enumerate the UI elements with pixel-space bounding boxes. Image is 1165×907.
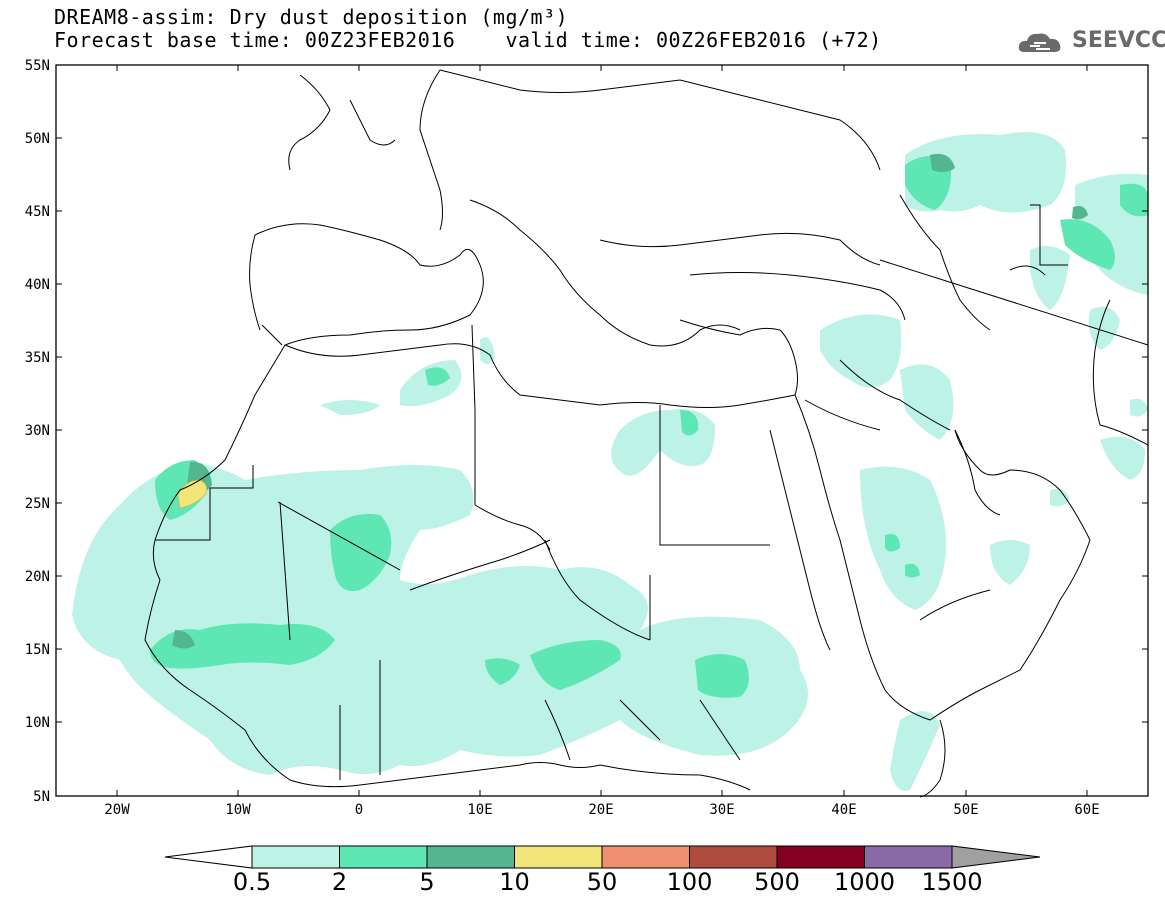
colorbar-swatch [426,845,515,869]
lon-label: 40E [831,802,856,818]
lat-label: 55N [25,58,50,74]
dust-fill-light [72,132,1148,791]
logo-text: SEEVCCC [1072,28,1165,53]
lat-label: 35N [25,350,50,366]
coastlines-and-borders [144,69,1149,798]
colorbar-swatch [514,845,603,869]
lat-label: 30N [25,423,50,439]
title-line-1: DREAM8-assim: Dry dust deposition (mg/m³… [54,5,569,29]
colorbar-tick-label: 100 [666,868,713,896]
colorbar [164,845,1041,869]
lat-label: 50N [25,131,50,147]
lon-label: 60E [1074,802,1099,818]
axis-ticks [56,64,1148,797]
lon-label: 10W [225,802,251,818]
colorbar-swatch [251,845,340,869]
lat-label: 20N [25,569,50,585]
colorbar-swatch [864,845,953,869]
colorbar-over-triangle [951,845,1041,869]
dust-fill-high [177,479,208,509]
colorbar-swatch [601,845,690,869]
colorbar-tick-label: 1500 [921,868,983,896]
title-line-2: Forecast base time: 00Z23FEB2016 valid t… [54,28,882,52]
lon-label: 20W [104,802,130,818]
colorbar-tick-label: 5 [419,868,435,896]
lon-label: 30E [709,802,734,818]
colorbar-tick-label: 10 [499,868,530,896]
lat-label: 10N [25,715,50,731]
lat-label: 25N [25,496,50,512]
cloud-logo-icon [1018,33,1061,52]
colorbar-swatch [339,845,428,869]
lon-label: 50E [953,802,978,818]
colorbar-tick-label: 50 [586,868,618,896]
longitude-labels: 20W 10W 0 10E 20E 30E 40E 50E 60E [104,802,1099,818]
lat-label: 40N [25,277,50,293]
lat-label: 15N [25,642,50,658]
lon-label: 10E [467,802,492,818]
colorbar-tick-label: 0.5 [232,868,272,896]
colorbar-tick-label: 500 [754,868,800,896]
colorbar-tick-label: 2 [331,868,348,896]
lat-label: 5N [33,789,50,805]
lat-label: 45N [25,204,50,220]
colorbar-under-triangle [164,845,253,869]
latitude-labels: 55N 50N 45N 40N 35N 30N 25N 20N 15N 10N … [25,58,50,805]
colorbar-tick-label: 1000 [833,868,896,896]
lon-label: 20E [588,802,613,818]
colorbar-swatch [776,845,865,869]
lon-label: 0 [355,802,363,818]
colorbar-swatch [689,845,778,869]
dust-fill-medium [150,156,1148,698]
